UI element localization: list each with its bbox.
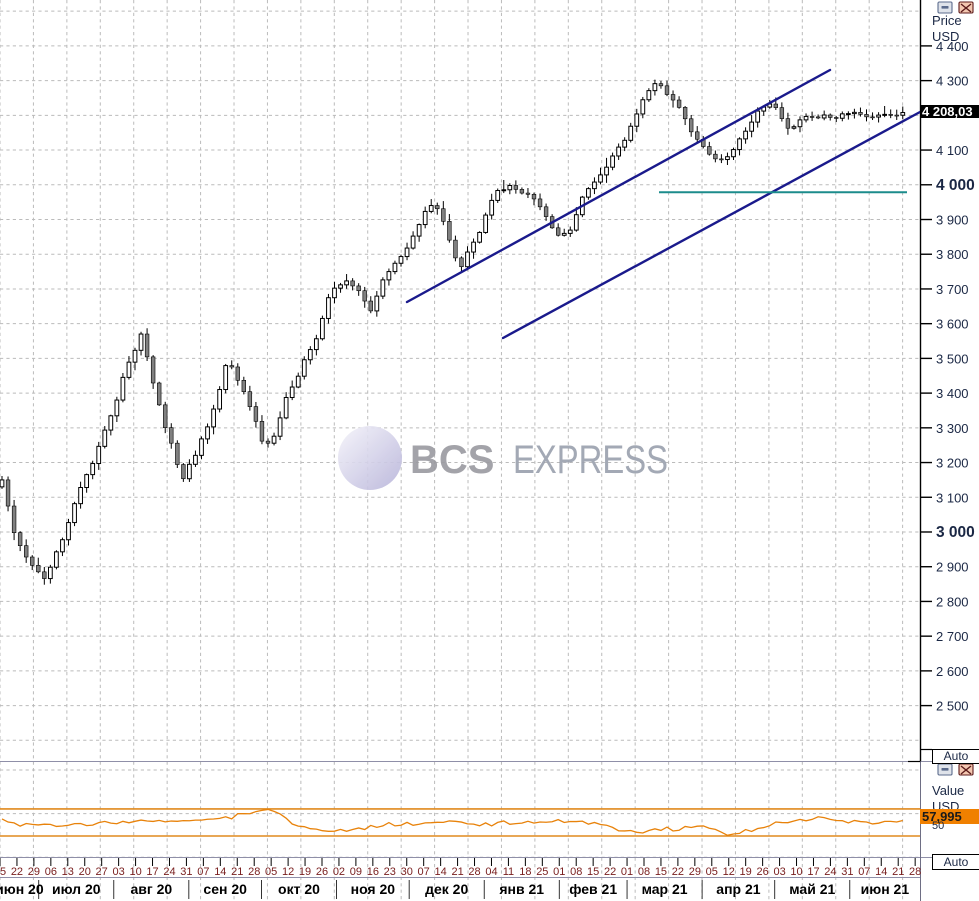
svg-text:20: 20 bbox=[79, 866, 91, 878]
svg-text:27: 27 bbox=[96, 866, 108, 878]
svg-text:апр 21: апр 21 bbox=[716, 881, 760, 897]
svg-text:21: 21 bbox=[231, 866, 243, 878]
svg-text:15: 15 bbox=[0, 866, 6, 878]
svg-text:июн 21: июн 21 bbox=[861, 881, 910, 897]
svg-text:янв 21: янв 21 bbox=[499, 881, 544, 897]
svg-text:03: 03 bbox=[773, 866, 785, 878]
svg-text:13: 13 bbox=[62, 866, 74, 878]
svg-text:10: 10 bbox=[790, 866, 802, 878]
svg-text:07: 07 bbox=[418, 866, 430, 878]
svg-text:30: 30 bbox=[401, 866, 413, 878]
svg-text:08: 08 bbox=[638, 866, 650, 878]
svg-text:03: 03 bbox=[113, 866, 125, 878]
svg-text:24: 24 bbox=[163, 866, 175, 878]
svg-text:01: 01 bbox=[621, 866, 633, 878]
svg-text:4 300: 4 300 bbox=[936, 74, 969, 89]
svg-text:05: 05 bbox=[265, 866, 277, 878]
svg-text:ноя 20: ноя 20 bbox=[351, 881, 396, 897]
svg-text:07: 07 bbox=[858, 866, 870, 878]
svg-text:09: 09 bbox=[350, 866, 362, 878]
svg-text:авг 20: авг 20 bbox=[130, 881, 172, 897]
svg-text:сен 20: сен 20 bbox=[203, 881, 247, 897]
svg-text:01: 01 bbox=[553, 866, 565, 878]
svg-text:19: 19 bbox=[299, 866, 311, 878]
svg-text:14: 14 bbox=[214, 866, 226, 878]
svg-text:3 400: 3 400 bbox=[936, 386, 969, 401]
svg-text:14: 14 bbox=[435, 866, 447, 878]
svg-text:2 700: 2 700 bbox=[936, 629, 969, 644]
svg-text:май 21: май 21 bbox=[789, 881, 835, 897]
svg-text:18: 18 bbox=[519, 866, 531, 878]
svg-text:11: 11 bbox=[503, 866, 514, 878]
svg-text:05: 05 bbox=[706, 866, 718, 878]
svg-text:июл 20: июл 20 bbox=[52, 881, 101, 897]
svg-text:28: 28 bbox=[909, 866, 921, 878]
svg-text:3 600: 3 600 bbox=[936, 317, 969, 332]
svg-text:3 100: 3 100 bbox=[936, 490, 969, 505]
svg-text:28: 28 bbox=[468, 866, 480, 878]
svg-text:окт 20: окт 20 bbox=[278, 881, 320, 897]
svg-text:12: 12 bbox=[282, 866, 294, 878]
svg-text:21: 21 bbox=[451, 866, 463, 878]
svg-text:2 600: 2 600 bbox=[936, 664, 969, 679]
svg-text:3 700: 3 700 bbox=[936, 282, 969, 297]
svg-text:12: 12 bbox=[723, 866, 735, 878]
svg-text:2 800: 2 800 bbox=[936, 594, 969, 609]
svg-text:25: 25 bbox=[536, 866, 548, 878]
svg-text:16: 16 bbox=[367, 866, 379, 878]
svg-text:2 900: 2 900 bbox=[936, 560, 969, 575]
svg-text:22: 22 bbox=[11, 866, 23, 878]
svg-text:02: 02 bbox=[333, 866, 345, 878]
svg-text:04: 04 bbox=[485, 866, 497, 878]
svg-text:26: 26 bbox=[316, 866, 328, 878]
svg-text:17: 17 bbox=[146, 866, 158, 878]
svg-text:3 500: 3 500 bbox=[936, 351, 969, 366]
svg-text:19: 19 bbox=[740, 866, 752, 878]
svg-text:23: 23 bbox=[384, 866, 396, 878]
svg-text:22: 22 bbox=[672, 866, 684, 878]
svg-text:3 300: 3 300 bbox=[936, 421, 969, 436]
svg-text:BCS: BCS bbox=[410, 438, 494, 482]
svg-text:31: 31 bbox=[180, 866, 192, 878]
svg-text:26: 26 bbox=[757, 866, 769, 878]
svg-text:фев 21: фев 21 bbox=[569, 881, 617, 897]
svg-text:3 200: 3 200 bbox=[936, 456, 969, 471]
svg-text:07: 07 bbox=[197, 866, 209, 878]
svg-text:EXPRESS: EXPRESS bbox=[513, 438, 668, 482]
svg-text:15: 15 bbox=[655, 866, 667, 878]
svg-text:мар 21: мар 21 bbox=[642, 881, 688, 897]
svg-text:июн 20: июн 20 bbox=[0, 881, 44, 897]
svg-text:3 000: 3 000 bbox=[936, 524, 975, 541]
svg-text:4 100: 4 100 bbox=[936, 143, 969, 158]
svg-text:3 900: 3 900 bbox=[936, 213, 969, 228]
svg-text:28: 28 bbox=[248, 866, 260, 878]
svg-text:08: 08 bbox=[570, 866, 582, 878]
svg-text:29: 29 bbox=[28, 866, 40, 878]
svg-text:22: 22 bbox=[604, 866, 616, 878]
svg-text:2 500: 2 500 bbox=[936, 699, 969, 714]
svg-text:15: 15 bbox=[587, 866, 599, 878]
svg-text:21: 21 bbox=[892, 866, 904, 878]
svg-text:4 000: 4 000 bbox=[936, 177, 975, 194]
svg-text:3 800: 3 800 bbox=[936, 247, 969, 262]
svg-text:29: 29 bbox=[689, 866, 701, 878]
svg-text:24: 24 bbox=[824, 866, 836, 878]
svg-text:10: 10 bbox=[129, 866, 141, 878]
svg-text:дек 20: дек 20 bbox=[425, 881, 468, 897]
svg-text:14: 14 bbox=[875, 866, 887, 878]
svg-text:31: 31 bbox=[841, 866, 853, 878]
svg-text:17: 17 bbox=[807, 866, 819, 878]
svg-text:06: 06 bbox=[45, 866, 57, 878]
